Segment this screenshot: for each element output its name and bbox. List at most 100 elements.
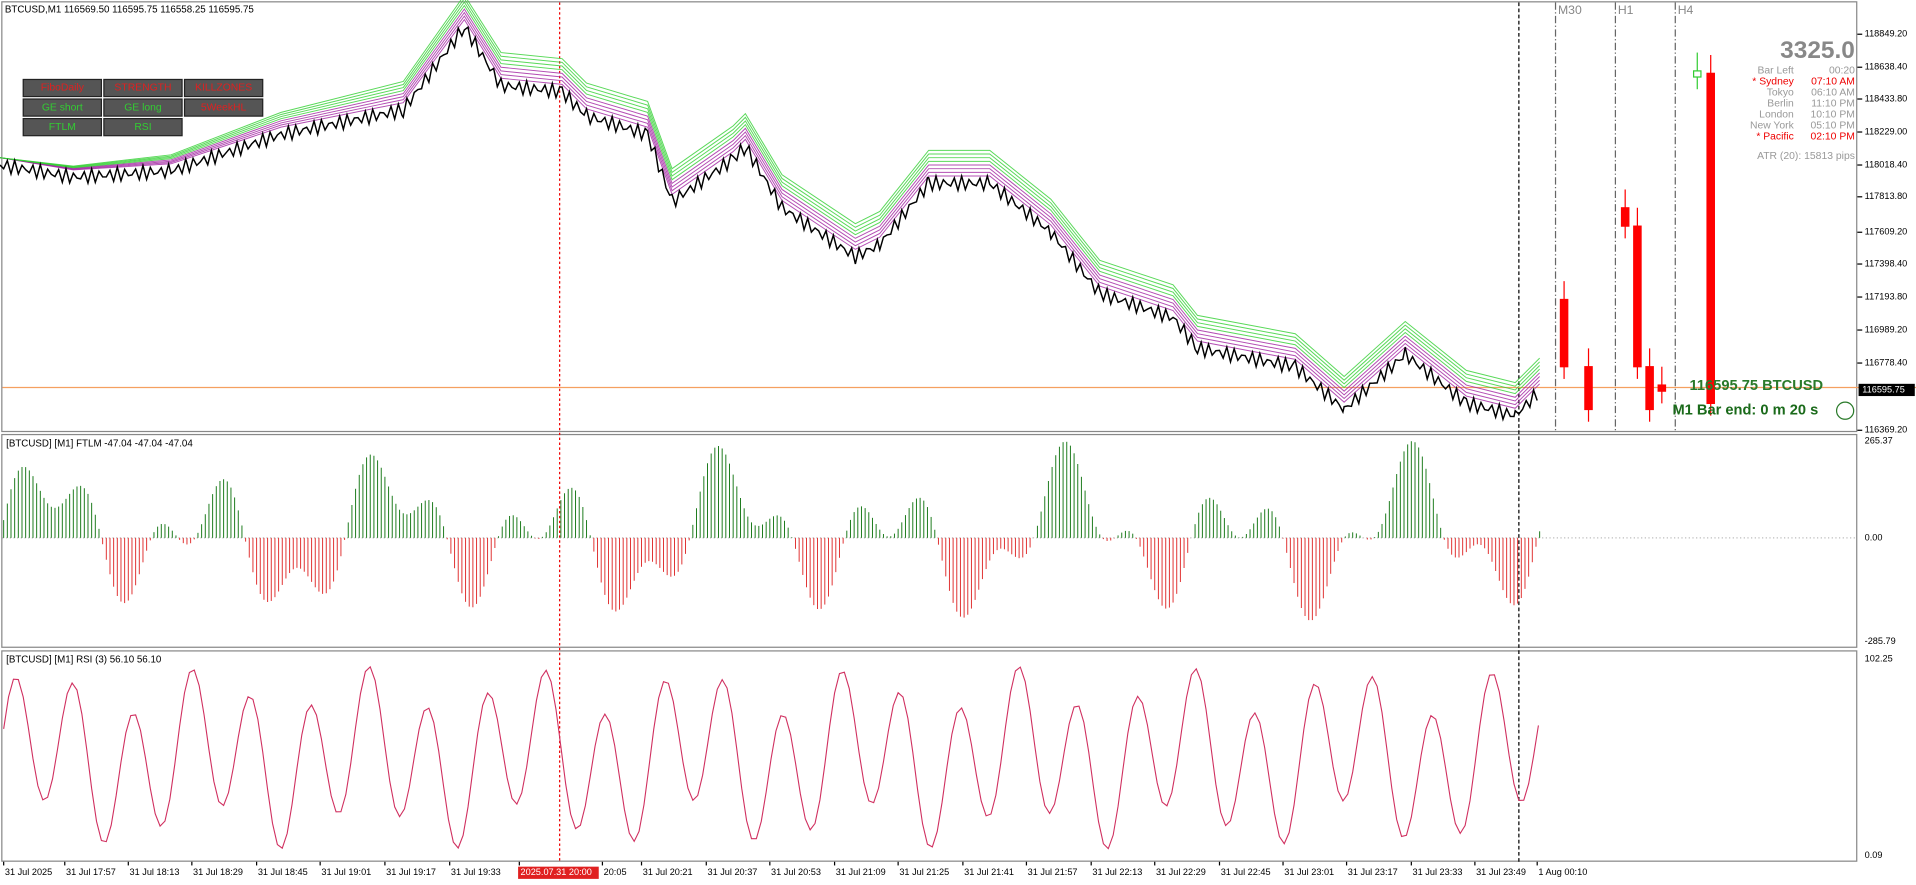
time-label: 31 Jul 23:49 (1476, 867, 1526, 877)
time-label: 31 Jul 20:37 (708, 867, 758, 877)
clock-icon (1835, 401, 1855, 420)
price-tick-label: 116989.20 (1865, 324, 1908, 334)
htf-candle (1657, 384, 1667, 392)
price-tick-label: 118018.40 (1865, 159, 1908, 169)
session-name: * Sydney (1752, 77, 1794, 88)
time-label: 31 Jul 21:09 (836, 867, 886, 877)
button-bg (22, 98, 103, 117)
time-highlight (518, 866, 599, 879)
time-label: 31 Jul 19:17 (386, 867, 436, 877)
ribbon (0, 11, 1540, 402)
button-bg (183, 78, 264, 98)
button[interactable]: STRENGTH (103, 78, 183, 98)
button[interactable]: FiboDaily (22, 78, 103, 98)
time-label: 31 Jul 23:33 (1413, 867, 1463, 877)
price-tick-label: 118229.00 (1865, 126, 1908, 136)
time-label: 31 Jul 19:33 (451, 867, 501, 877)
session-time: 11:10 PM (1811, 99, 1855, 110)
atr: ATR (20): 15813 pips (1757, 151, 1855, 162)
timeframe-label: M30 (1558, 3, 1582, 17)
button-bg (103, 78, 183, 98)
button-bg (22, 78, 103, 98)
button-label: GE short (42, 102, 83, 113)
session-time: 10:10 PM (1810, 110, 1854, 121)
session-name: New York (1750, 121, 1795, 132)
ftlm-label: [BTCUSD] [M1] FTLM -47.04 -47.04 -47.04 (6, 438, 193, 449)
button[interactable]: GE long (103, 98, 183, 117)
price-label: 116595.75 BTCUSD (1690, 378, 1824, 394)
session-name: London (1759, 110, 1794, 121)
time-label: 31 Jul 17:57 (66, 867, 116, 877)
timeframe-label: H1 (1618, 3, 1634, 17)
price-tick-label: 117398.40 (1865, 258, 1908, 268)
timeframe-label: H4 (1678, 3, 1694, 17)
htf-candle (1706, 72, 1715, 404)
ftlm-panel (1, 433, 1858, 648)
rsi-panel (1, 650, 1858, 862)
price-path (0, 25, 1538, 422)
ftlm-axis-label: 0.00 (1865, 532, 1883, 542)
htf-candle (1692, 70, 1702, 78)
time-label: 31 Jul 22:45 (1221, 867, 1271, 877)
ribbon (0, 4, 1540, 395)
rsi-axis-label: 0.09 (1865, 850, 1883, 860)
price-tick-label: 118849.20 (1865, 29, 1908, 39)
button[interactable]: RSI (103, 117, 183, 137)
session-name: Berlin (1767, 99, 1794, 110)
button-label: KILLZONES (195, 83, 252, 94)
bar-left-value: 00:20 (1829, 66, 1855, 77)
decorations (0, 0, 1715, 850)
button[interactable]: 5WeekHL (183, 98, 264, 117)
ribbon (0, 0, 1540, 384)
time-label: 31 Jul 21:57 (1028, 867, 1078, 877)
session-time: 05:10 PM (1810, 121, 1854, 132)
ribbon (0, 18, 1540, 409)
button[interactable]: FTLM (22, 117, 103, 137)
button-label: 5WeekHL (201, 102, 247, 113)
time-label: 31 Jul 20:53 (771, 867, 821, 877)
ftlm-axis-label: -285.79 (1865, 636, 1896, 646)
htf-candle (1559, 298, 1569, 368)
time-label: 31 Jul 22:13 (1092, 867, 1142, 877)
range-value: 3325.0 (1780, 37, 1855, 64)
time-label: 31 Jul 21:25 (899, 867, 949, 877)
time-label: 31 Jul 20:21 (643, 867, 693, 877)
price-tick-label: 117813.80 (1865, 191, 1908, 201)
session-time: 02:10 PM (1810, 132, 1854, 143)
session-time: 06:10 AM (1811, 88, 1855, 99)
time-label: 31 Jul 21:41 (964, 867, 1014, 877)
button[interactable]: GE short (22, 98, 103, 117)
symbol-info: BTCUSD,M1 116569.50 116595.75 116558.25 … (5, 4, 255, 15)
current-price: 116595.75 (1862, 384, 1905, 394)
price-tick-label: 118433.80 (1865, 93, 1908, 103)
session-name: * Pacific (1756, 132, 1793, 143)
time-label: 31 Jul 2025 (5, 867, 52, 877)
price-tick-label: 116369.20 (1865, 425, 1908, 435)
bar-left: Bar Left (1757, 66, 1793, 77)
button-label: RSI (134, 122, 151, 133)
button-label: FiboDaily (41, 83, 85, 94)
button-label: STRENGTH (114, 83, 171, 94)
price-tick-label: 118638.40 (1865, 62, 1908, 72)
main-panel (1, 1, 1858, 433)
session-name: Tokyo (1767, 88, 1794, 99)
button-bg (22, 117, 103, 137)
price-tick-label: 117609.20 (1865, 227, 1908, 237)
time-label: 31 Jul 18:29 (193, 867, 243, 877)
ribbon (0, 1, 1540, 391)
htf-candle (1584, 366, 1593, 411)
button-bg (103, 98, 183, 117)
time-label: 31 Jul 18:45 (258, 867, 308, 877)
ftlm-axis-label: 265.37 (1865, 436, 1893, 446)
time-label: 31 Jul 23:17 (1348, 867, 1398, 877)
rsi-axis-label: 102.25 (1865, 653, 1893, 663)
ribbon (0, 15, 1540, 406)
time-label: 31 Jul 19:01 (321, 867, 371, 877)
htf-candle (1645, 366, 1654, 411)
rsi-label: [BTCUSD] [M1] RSI (3) 56.10 56.10 (6, 655, 162, 666)
time-label: 31 Jul 18:13 (130, 867, 180, 877)
button[interactable]: KILLZONES (183, 78, 264, 98)
